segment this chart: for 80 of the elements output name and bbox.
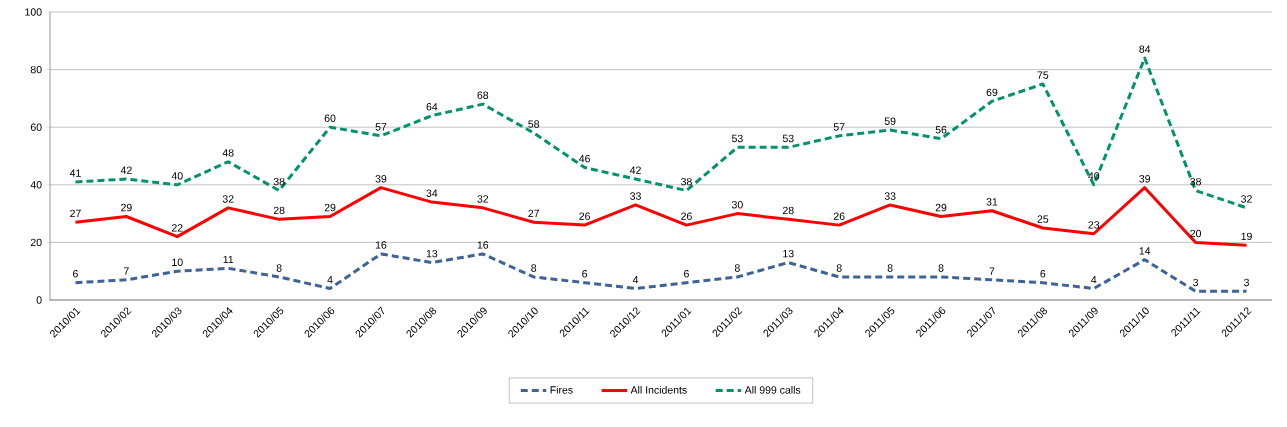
data-label: 22 — [171, 224, 183, 232]
data-label: 8 — [734, 264, 740, 272]
data-label: 20 — [1190, 229, 1202, 238]
data-label: 16 — [375, 241, 387, 249]
data-label: 6 — [684, 270, 689, 278]
data-label: 53 — [782, 134, 794, 143]
legend-label: All 999 calls — [744, 385, 801, 394]
data-label: 31 — [986, 198, 998, 206]
data-label: 57 — [375, 123, 387, 131]
y-tick-label: 60 — [30, 123, 42, 131]
data-label: 38 — [681, 177, 692, 186]
data-label: 41 — [69, 169, 81, 177]
data-label: 7 — [989, 267, 995, 275]
data-label: 29 — [324, 203, 336, 212]
data-label: 4 — [1091, 276, 1097, 284]
data-label: 7 — [123, 267, 129, 275]
data-label: 8 — [938, 264, 944, 272]
data-label: 29 — [935, 203, 947, 212]
data-label: 40 — [171, 172, 183, 180]
data-label: 19 — [1241, 232, 1252, 241]
data-label: 14 — [1139, 247, 1151, 255]
data-label: 11 — [223, 255, 234, 264]
data-label: 6 — [1040, 270, 1046, 278]
data-label: 38 — [273, 177, 285, 186]
data-label: 68 — [477, 91, 489, 99]
data-label: 48 — [222, 149, 234, 157]
data-label: 6 — [582, 270, 588, 278]
data-label: 39 — [1139, 175, 1151, 183]
data-label: 42 — [120, 166, 132, 174]
data-label: 27 — [70, 209, 81, 218]
data-label: 13 — [783, 249, 794, 258]
y-tick-label: 40 — [30, 181, 42, 189]
data-label: 26 — [681, 212, 692, 220]
data-label: 84 — [1139, 45, 1151, 53]
data-label: 75 — [1037, 71, 1049, 79]
data-label: 64 — [426, 103, 438, 111]
data-label: 59 — [884, 117, 896, 125]
data-label: 34 — [426, 189, 438, 197]
legend-label: All Incidents — [630, 385, 687, 394]
data-label: 58 — [528, 120, 540, 128]
data-label: 8 — [836, 264, 842, 272]
y-tick-label: 20 — [30, 238, 42, 247]
data-label: 27 — [528, 209, 540, 218]
data-label: 32 — [1241, 195, 1252, 203]
data-label: 38 — [1190, 177, 1201, 186]
data-label: 29 — [121, 203, 132, 212]
data-label: 33 — [884, 192, 896, 200]
data-label: 3 — [1244, 278, 1249, 287]
data-label: 8 — [531, 264, 537, 272]
data-label: 39 — [375, 175, 387, 183]
data-label: 8 — [887, 264, 893, 272]
data-label: 6 — [73, 270, 78, 278]
y-tick-label: 100 — [25, 8, 42, 16]
data-label: 46 — [579, 154, 590, 163]
data-label: 57 — [833, 123, 845, 131]
data-label: 13 — [426, 249, 438, 258]
data-label: 3 — [1193, 278, 1199, 287]
data-label: 10 — [172, 258, 183, 267]
data-label: 28 — [273, 206, 285, 215]
legend-label: Fires — [550, 385, 573, 394]
data-label: 23 — [1088, 221, 1100, 229]
y-tick-label: 0 — [36, 296, 42, 304]
data-label: 56 — [935, 126, 947, 134]
data-label: 4 — [632, 276, 639, 284]
data-label: 32 — [222, 195, 234, 203]
data-label: 25 — [1037, 215, 1049, 223]
data-label: 42 — [629, 166, 641, 174]
data-label: 33 — [630, 192, 641, 200]
data-label: 69 — [986, 88, 998, 97]
data-label: 26 — [579, 212, 590, 220]
data-label: 26 — [833, 212, 845, 220]
data-label: 16 — [477, 241, 489, 249]
data-label: 4 — [327, 276, 333, 284]
data-label: 30 — [731, 200, 743, 209]
data-label: 32 — [477, 195, 489, 203]
data-label: 60 — [324, 114, 336, 123]
data-label: 53 — [731, 134, 743, 143]
data-label: 28 — [782, 206, 794, 215]
y-tick-label: 80 — [30, 65, 42, 74]
data-label: 8 — [276, 264, 282, 272]
